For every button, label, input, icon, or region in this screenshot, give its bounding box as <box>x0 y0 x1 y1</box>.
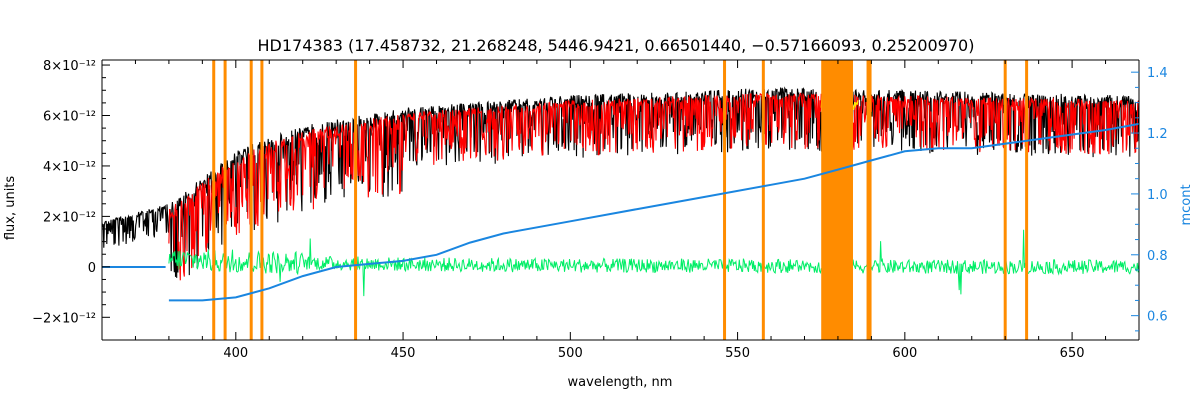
masked-band <box>821 60 853 340</box>
x-tick-label: 500 <box>558 346 583 361</box>
y-right-tick-label: 1.0 <box>1147 188 1168 203</box>
series-model-flux <box>168 92 1139 281</box>
x-tick-label: 600 <box>892 346 917 361</box>
y-tick-label: 4×10⁻¹² <box>43 160 96 175</box>
y-right-axis-label: mcont <box>1179 184 1194 225</box>
series-observed-flux <box>102 86 1139 278</box>
y-tick-label: 8×10⁻¹² <box>43 59 96 74</box>
x-tick-label: 550 <box>725 346 750 361</box>
y-right-tick-label: 1.4 <box>1147 66 1168 81</box>
series-continuum <box>102 122 1139 302</box>
y-right-tick-label: 1.2 <box>1147 127 1168 142</box>
x-tick-label: 650 <box>1060 346 1085 361</box>
plot-area <box>102 60 1139 340</box>
y-tick-label: −2×10⁻¹² <box>32 311 96 326</box>
y-tick-label: 6×10⁻¹² <box>43 109 96 124</box>
axes: 400 450 500 550 600 650 8×10⁻¹² 6×10⁻¹² 4×10⁻¹² 2… <box>32 59 1168 361</box>
x-tick-label: 450 <box>391 346 416 361</box>
y-tick-label: 0 <box>88 261 96 276</box>
x-axis-label: wavelength, nm <box>568 375 673 390</box>
series-residuals <box>168 229 1139 297</box>
y-tick-label: 2×10⁻¹² <box>43 210 96 225</box>
y-right-tick-label: 0.8 <box>1147 249 1168 264</box>
x-tick-label: 400 <box>223 346 248 361</box>
y-right-tick-label: 0.6 <box>1147 310 1168 325</box>
chart-title: HD174383 (17.458732, 21.268248, 5446.942… <box>258 36 975 55</box>
y-axis-label: flux, units <box>3 176 18 241</box>
